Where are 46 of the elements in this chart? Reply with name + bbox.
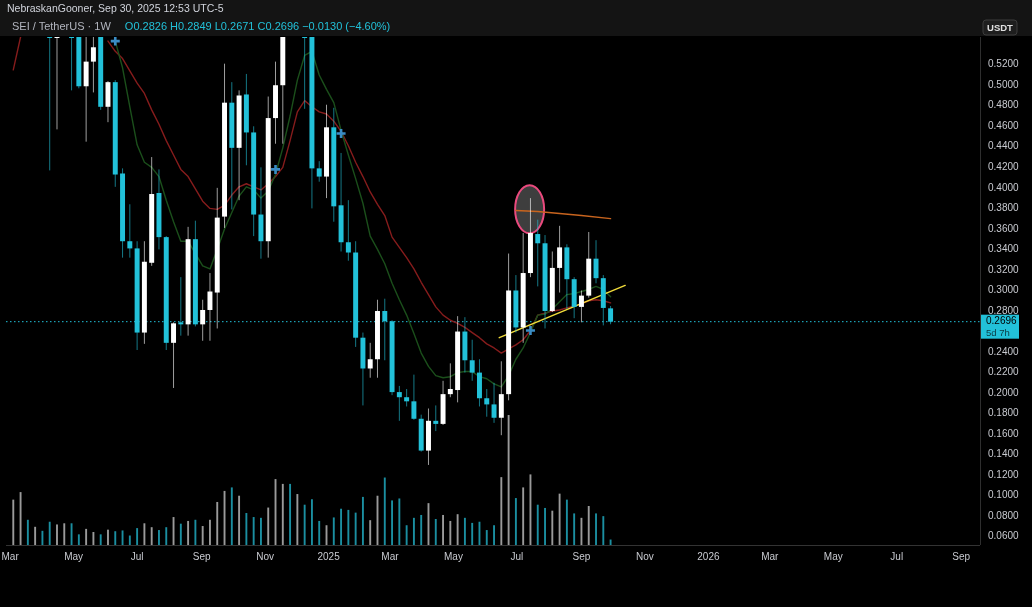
- text: 5d 7h: [986, 326, 1010, 338]
- x-tick-label: Jul: [510, 550, 524, 562]
- x-tick-label: Mar: [1, 550, 20, 562]
- x-tick-label: Nov: [636, 550, 654, 562]
- y-tick-label: 0.3600: [988, 222, 1020, 234]
- y-tick-label: 0.0800: [988, 509, 1020, 521]
- y-tick-label: 0.4000: [988, 181, 1020, 193]
- x-tick-label: Sep: [952, 550, 971, 562]
- y-tick-label: 0.0600: [988, 530, 1020, 542]
- y-tick-label: 0.2200: [988, 366, 1020, 378]
- chart-subtitle: O0.2826 H0.2849 L0.2671 C0.2696 −0.0130 (−4.60%): [124, 19, 391, 32]
- y-tick-label: 0.4400: [988, 140, 1020, 152]
- y-tick-label: 0.3800: [988, 202, 1020, 214]
- x-tick-label: Jul: [130, 550, 144, 562]
- y-tick-label: 0.2000: [988, 386, 1020, 398]
- y-tick-label: 0.1200: [988, 468, 1020, 480]
- y-tick-label: 0.3000: [988, 284, 1020, 296]
- x-tick-label: Sep: [572, 550, 591, 562]
- y-tick-label: 0.1400: [988, 448, 1020, 460]
- chart-title: SEI / TetherUS · 1W: [12, 19, 112, 32]
- x-tick-label: Mar: [761, 550, 780, 562]
- y-tick-label: 0.3400: [988, 243, 1020, 255]
- x-tick-label: Nov: [256, 550, 275, 562]
- y-tick-label: 0.2400: [988, 345, 1020, 357]
- x-tick-label: Mar: [381, 550, 400, 562]
- x-tick-label: May: [823, 550, 843, 562]
- x-tick-label: Jul: [890, 550, 904, 562]
- y-tick-label: 0.4200: [988, 160, 1020, 172]
- y-tick-label: 0.5200: [988, 58, 1020, 70]
- x-tick-label: 2026: [697, 550, 720, 562]
- x-tick-label: May: [64, 550, 84, 562]
- y-tick-label: 0.4800: [988, 99, 1020, 111]
- y-tick-label: 0.3200: [988, 263, 1020, 275]
- x-tick-label: 2025: [317, 550, 341, 562]
- y-tick-label: 0.4600: [988, 119, 1020, 131]
- x-tick-label: May: [444, 550, 463, 562]
- line-series: [515, 209, 612, 220]
- y-tick-label: 0.1800: [988, 407, 1020, 419]
- y-tick-label: 0.1000: [988, 489, 1020, 501]
- y-tick-label: 0.1600: [988, 427, 1020, 439]
- y-tick-label: 0.2800: [988, 304, 1020, 316]
- ref-line-label: 0.2696: [986, 315, 1018, 327]
- y-axis-title: USDT: [987, 21, 1014, 33]
- x-tick-label: Sep: [192, 550, 211, 562]
- y-tick-label: 0.5000: [988, 78, 1020, 90]
- text: NebraskanGooner, Sep 30, 2025 12:53 UTC-5: [7, 1, 224, 14]
